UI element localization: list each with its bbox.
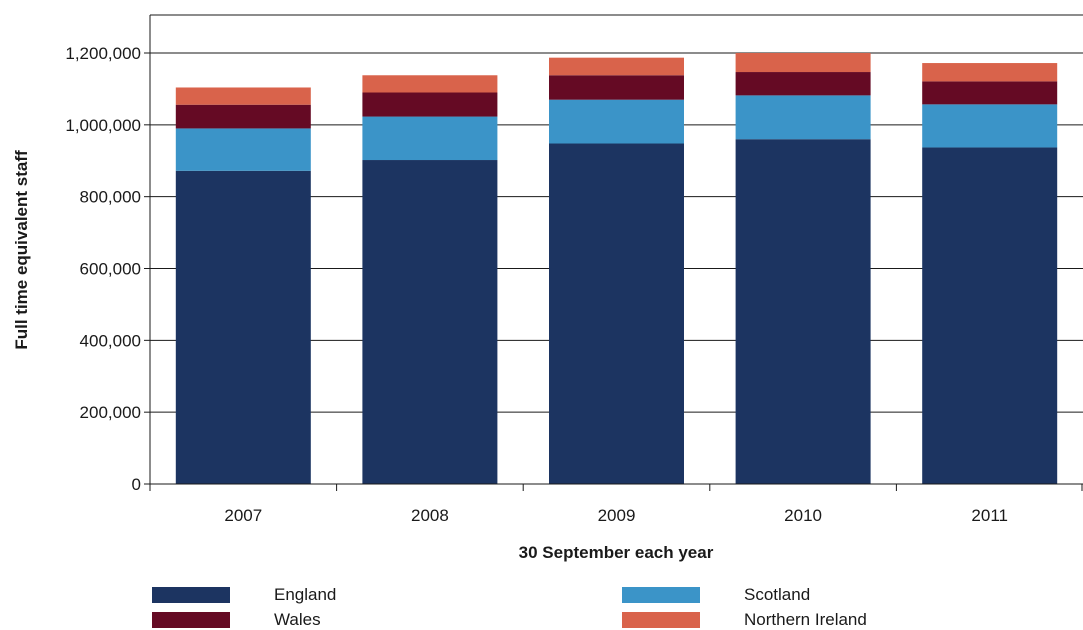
- x-tick-label: 2011: [971, 506, 1008, 525]
- y-tick-label: 600,000: [80, 260, 141, 279]
- y-tick-labels: 0 200,000 400,000 600,000 800,000 1,000,000 1,…: [65, 44, 141, 494]
- y-tick-label: 400,000: [80, 331, 141, 350]
- bar-northern-ireland: [549, 57, 684, 76]
- y-tick-label: 0: [132, 475, 141, 494]
- x-tick-labels: 2007 2008 2009 2010 2011: [224, 506, 1008, 525]
- bar-england: [175, 170, 311, 484]
- bar-england: [922, 147, 1058, 485]
- bar-wales: [175, 104, 311, 129]
- y-tick-label: 200,000: [80, 403, 141, 422]
- bar-northern-ireland: [362, 75, 498, 93]
- bar-scotland: [175, 128, 311, 171]
- bar-england: [735, 139, 871, 484]
- bar-wales: [735, 72, 871, 96]
- bar-england: [362, 160, 498, 484]
- bars: [175, 53, 1058, 485]
- y-tick-label: 800,000: [80, 188, 141, 207]
- bar-scotland: [922, 104, 1058, 148]
- y-tick-label: 1,200,000: [65, 44, 141, 63]
- bar-northern-ireland: [175, 87, 311, 105]
- bar-england: [549, 143, 684, 484]
- axes: [144, 15, 1083, 491]
- bar-northern-ireland: [735, 53, 871, 73]
- x-tick-label: 2008: [411, 506, 449, 525]
- x-tick-label: 2009: [598, 506, 636, 525]
- bar-scotland: [735, 95, 871, 140]
- x-tick-label: 2010: [784, 506, 822, 525]
- bar-scotland: [549, 99, 684, 144]
- bar-scotland: [362, 116, 498, 161]
- bar-wales: [362, 92, 498, 117]
- x-axis-title: 30 September each year: [519, 543, 714, 562]
- y-axis-title: Full time equivalent staff: [12, 150, 31, 350]
- bar-wales: [549, 75, 684, 100]
- bar-wales: [922, 81, 1058, 105]
- y-tick-label: 1,000,000: [65, 116, 141, 135]
- x-tick-label: 2007: [224, 506, 262, 525]
- bar-northern-ireland: [922, 63, 1058, 82]
